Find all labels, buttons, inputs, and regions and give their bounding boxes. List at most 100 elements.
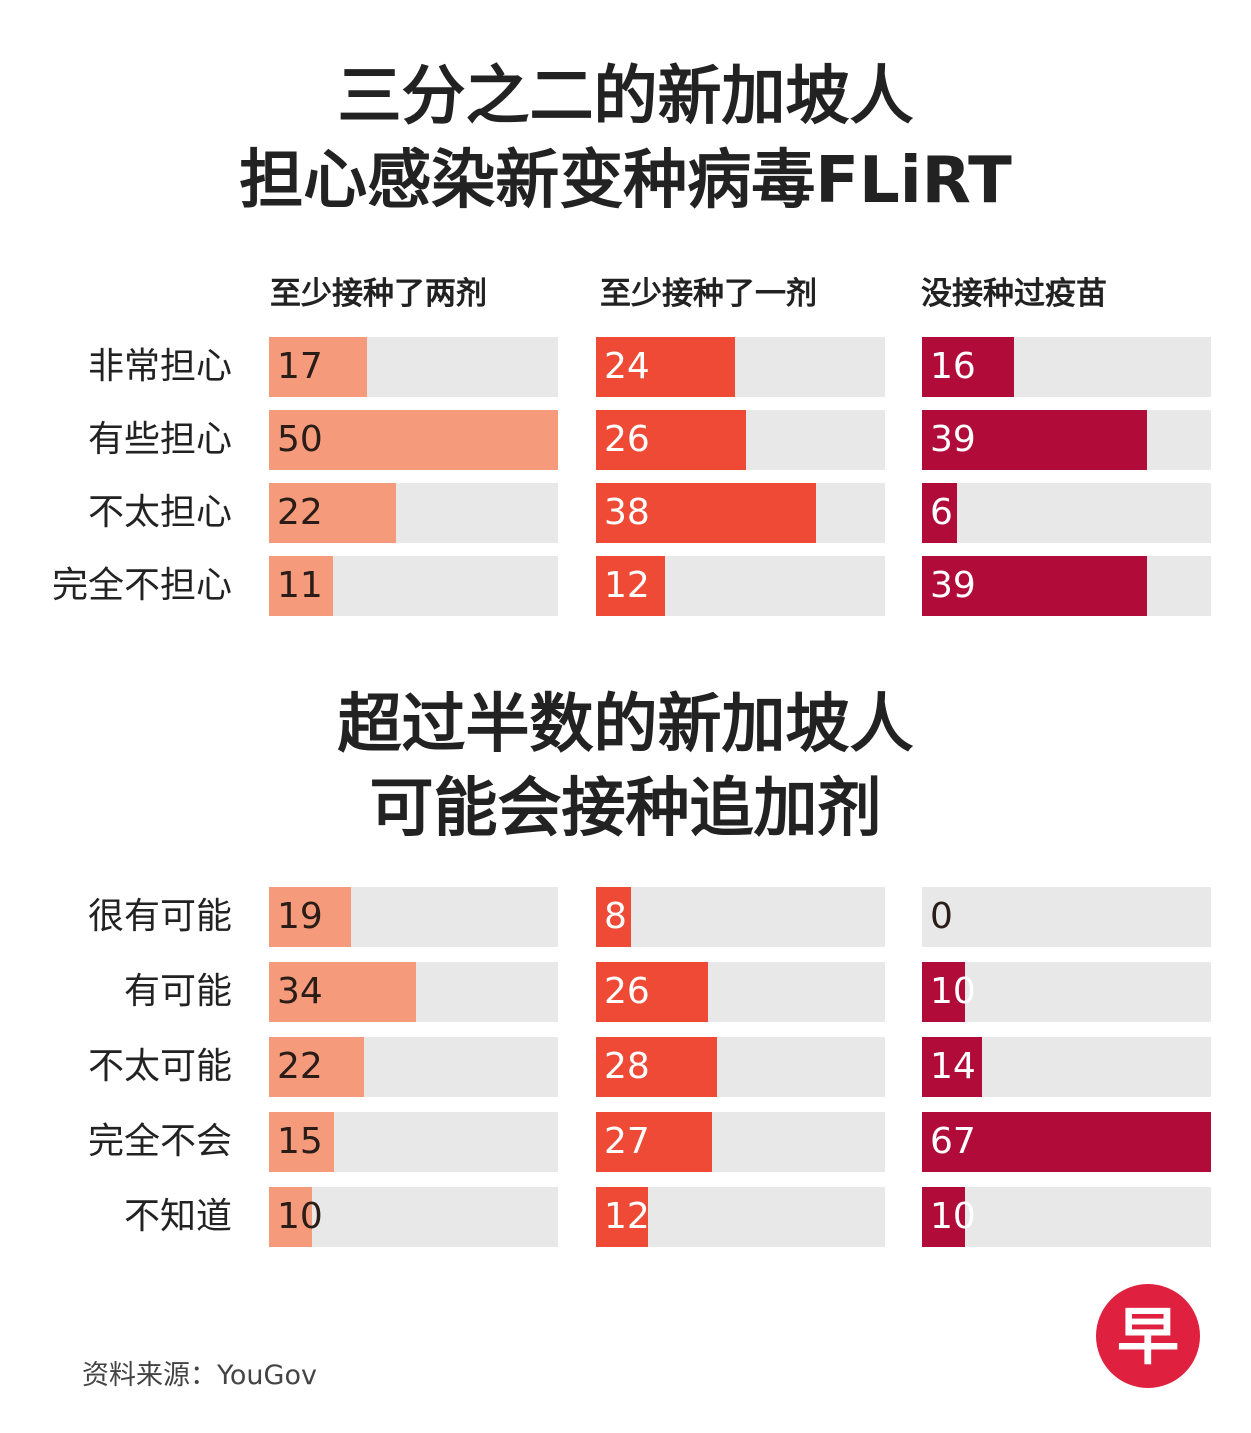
- chart-1-bar-track: 6: [922, 483, 1211, 543]
- chart-1-bar: [269, 483, 397, 543]
- chart-2-bar-value-label: 28: [604, 1046, 650, 1087]
- chart-2-bar: [596, 962, 709, 1022]
- chart-2-title: 超过半数的新加坡人 可能会接种追加剂: [0, 683, 1251, 851]
- chart-1-bar-track: 39: [922, 556, 1211, 616]
- chart-2-bar-track: 67: [922, 1112, 1211, 1172]
- chart-1-row-label: 有些担心: [87, 419, 232, 460]
- chart-1-row-label: 完全不担心: [51, 565, 232, 606]
- chart-1-bar-track: 22: [269, 483, 558, 543]
- chart-2-row-label: 不知道: [123, 1196, 232, 1237]
- chart-1-bar: [596, 556, 666, 616]
- chart-1-bar-value-label: 17: [277, 346, 323, 387]
- chart-1-bar-value-label: 11: [277, 565, 323, 606]
- chart-1-bar-value-label: 16: [930, 346, 976, 387]
- chart-2-bar-track: 19: [269, 887, 558, 947]
- chart-2-bar-value-label: 0: [930, 896, 953, 937]
- chart-2-bar-value-label: 10: [277, 1196, 323, 1237]
- chart-1-bar-value-label: 39: [930, 565, 976, 606]
- chart-1-bar-track: 17: [269, 337, 558, 397]
- chart-2-bar-track: 28: [596, 1037, 885, 1097]
- chart-1-bar-track: 39: [922, 410, 1211, 470]
- chart-1-bar: [596, 410, 747, 470]
- chart-1-bar-track: 24: [596, 337, 885, 397]
- chart-2-bar-value-label: 10: [930, 1196, 976, 1237]
- chart-1-row-label: 不太担心: [87, 492, 232, 533]
- chart-2-bar: [269, 1112, 334, 1172]
- chart-1-bar-track: 12: [596, 556, 885, 616]
- chart-1-bar: [596, 483, 816, 543]
- chart-1-bar: [269, 337, 368, 397]
- chart-2-bar: [922, 1112, 1211, 1172]
- chart-1-bar-track: 38: [596, 483, 885, 543]
- chart-2-bar: [596, 1187, 648, 1247]
- chart-1-bar-value-label: 50: [277, 419, 323, 460]
- chart-1-title-line-1: 三分之二的新加坡人: [337, 60, 914, 134]
- chart-2-bar-track: 8: [596, 887, 885, 947]
- column-header-two-doses: 至少接种了两剂: [270, 276, 487, 312]
- chart-2-row-label: 有可能: [123, 971, 232, 1012]
- chart-2-bar-track: 0: [922, 887, 1211, 947]
- chart-2-bar-value-label: 26: [604, 971, 650, 1012]
- chart-2-bar-track: 10: [269, 1187, 558, 1247]
- chart-1-bar: [922, 337, 1015, 397]
- chart-1-bar: [922, 483, 957, 543]
- chart-2-bar: [269, 887, 351, 947]
- chart-1-bar-value-label: 6: [930, 492, 953, 533]
- chart-1-bar-track: 16: [922, 337, 1211, 397]
- chart-2-bar: [922, 1037, 983, 1097]
- chart-2-bar-value-label: 34: [277, 971, 323, 1012]
- chart-2-bar: [269, 1037, 364, 1097]
- chart-2-bar-value-label: 22: [277, 1046, 323, 1087]
- chart-2-bar-value-label: 19: [277, 896, 323, 937]
- chart-1-bar: [922, 410, 1148, 470]
- chart-2-bar-track: 15: [269, 1112, 558, 1172]
- chart-2-bar-value-label: 8: [604, 896, 627, 937]
- chart-1-bar-track: 26: [596, 410, 885, 470]
- chart-1-bar: [269, 556, 333, 616]
- chart-2-bar-value-label: 12: [604, 1196, 650, 1237]
- source-note: 资料来源：YouGov: [82, 1360, 317, 1391]
- chart-2-title-line-1: 超过半数的新加坡人: [337, 688, 914, 762]
- chart-2-bar-value-label: 10: [930, 971, 976, 1012]
- chart-2-bar-track: 10: [922, 962, 1211, 1022]
- chart-2-bar-track: 27: [596, 1112, 885, 1172]
- chart-2-bar-value-label: 14: [930, 1046, 976, 1087]
- chart-1-bar-track: 11: [269, 556, 558, 616]
- chart-1-bar-value-label: 22: [277, 492, 323, 533]
- chart-2-bar-value-label: 67: [930, 1121, 976, 1162]
- chart-2-bar-track: 14: [922, 1037, 1211, 1097]
- chart-2-bar: [922, 962, 966, 1022]
- column-header-unvaccinated: 没接种过疫苗: [921, 276, 1107, 312]
- chart-2-bar: [596, 1112, 713, 1172]
- chart-1-bar-value-label: 26: [604, 419, 650, 460]
- chart-1-bar-value-label: 39: [930, 419, 976, 460]
- chart-1-bar: [269, 410, 558, 470]
- chart-2-bar-track: 12: [596, 1187, 885, 1247]
- chart-2-bar: [922, 1187, 966, 1247]
- chart-2-bar: [269, 962, 416, 1022]
- chart-2-bar-track: 34: [269, 962, 558, 1022]
- chart-1-bar: [922, 556, 1148, 616]
- chart-1-bar-track: 50: [269, 410, 558, 470]
- column-header-one-dose: 至少接种了一剂: [600, 276, 817, 312]
- zaobao-logo-icon: 早: [1096, 1284, 1200, 1388]
- chart-2-title-line-2: 可能会接种追加剂: [369, 772, 882, 846]
- chart-2-bar-track: 10: [922, 1187, 1211, 1247]
- chart-2-bar-track: 26: [596, 962, 885, 1022]
- chart-1-row-label: 非常担心: [87, 346, 232, 387]
- chart-1-bar: [596, 337, 735, 397]
- chart-2-row-label: 很有可能: [87, 896, 232, 937]
- chart-2-bar: [596, 887, 631, 947]
- chart-1-title: 三分之二的新加坡人 担心感染新变种病毒FLiRT: [0, 55, 1251, 223]
- chart-2-row-label: 不太可能: [87, 1046, 232, 1087]
- chart-2-bar-track: 22: [269, 1037, 558, 1097]
- chart-2-bar-value-label: 27: [604, 1121, 650, 1162]
- chart-2-bar: [269, 1187, 313, 1247]
- chart-2-bar: [596, 1037, 717, 1097]
- chart-1-title-line-2: 担心感染新变种病毒FLiRT: [239, 144, 1012, 218]
- chart-2-bar-value-label: 15: [277, 1121, 323, 1162]
- chart-1-bar-value-label: 12: [604, 565, 650, 606]
- logo-char: 早: [1117, 1300, 1179, 1373]
- chart-2-row-label: 完全不会: [87, 1121, 232, 1162]
- chart-1-bar-value-label: 38: [604, 492, 650, 533]
